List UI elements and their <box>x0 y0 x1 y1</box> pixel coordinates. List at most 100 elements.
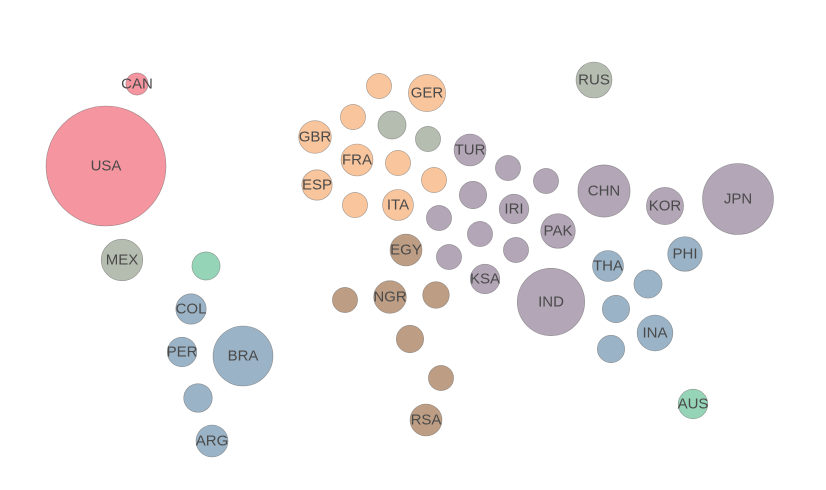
bubble-unlabeled-13 <box>415 126 441 152</box>
bubble-unlabeled-29 <box>495 155 521 181</box>
bubble-ger-label: GER <box>411 85 444 102</box>
bubble-ind: IND <box>516 267 585 336</box>
bubble-fra-label: FRA <box>342 152 372 169</box>
bubble-unlabeled-35-circle <box>436 244 462 270</box>
bubble-jpn-label: JPN <box>724 191 752 208</box>
bubble-ita-circle <box>382 189 414 221</box>
bubble-can-circle <box>125 72 149 96</box>
bubble-usa-circle <box>45 105 167 227</box>
bubble-unlabeled-16 <box>385 150 411 176</box>
bubble-rsa-label: RSA <box>411 412 442 429</box>
bubble-unlabeled-36 <box>503 237 529 263</box>
bubble-ksa-label: KSA <box>470 271 500 288</box>
bubble-chn-label: CHN <box>588 183 621 200</box>
bubble-col-label: COL <box>176 301 207 318</box>
bubble-aus-label: AUS <box>678 396 709 413</box>
bubble-ksa: KSA <box>469 263 501 295</box>
bubble-ngr-label: NGR <box>373 289 407 306</box>
bubble-unlabeled-19-circle <box>342 192 368 218</box>
bubble-unlabeled-13-circle <box>415 126 441 152</box>
bubble-unlabeled-9-circle <box>366 73 392 99</box>
bubble-ita: ITA <box>382 189 414 221</box>
bubble-ina-circle <box>636 314 674 352</box>
bubble-unlabeled-22 <box>332 287 358 313</box>
bubble-unlabeled-44-circle <box>633 269 663 299</box>
bubble-mex-label: MEX <box>106 252 139 269</box>
bubble-jpn-circle <box>702 163 774 235</box>
bubble-unlabeled-33-circle <box>426 205 452 231</box>
bubble-bra: BRA <box>212 325 274 387</box>
bubble-per-label: PER <box>167 344 198 361</box>
bubble-fra-circle <box>340 143 374 177</box>
bubble-unlabeled-26 <box>428 365 454 391</box>
bubble-gbr-label: GBR <box>299 129 332 146</box>
bubble-ind-circle <box>516 267 585 336</box>
bubble-unlabeled-46 <box>601 294 630 323</box>
bubble-chn-circle <box>577 164 631 218</box>
bubble-ger: GER <box>408 74 446 112</box>
bubble-unlabeled-34 <box>467 221 493 247</box>
bubble-unlabeled-29-circle <box>495 155 521 181</box>
bubble-mex-circle <box>100 238 144 282</box>
bubble-unlabeled-18 <box>421 167 447 193</box>
bubble-unlabeled-46-circle <box>601 294 630 323</box>
bubble-unlabeled-3-circle <box>191 251 221 281</box>
bubble-unlabeled-25-circle <box>395 324 424 353</box>
bubble-can-label: CAN <box>121 76 153 93</box>
bubble-usa-label: USA <box>91 158 122 175</box>
bubble-aus-circle <box>677 388 709 420</box>
bubble-ngr: NGR <box>373 280 407 314</box>
bubble-chn: CHN <box>577 164 631 218</box>
bubble-tha-label: THA <box>593 258 623 275</box>
bubble-bra-label: BRA <box>228 348 259 365</box>
bubble-unlabeled-48-circle <box>596 334 625 363</box>
bubble-unlabeled-11-circle <box>340 104 366 130</box>
bubble-unlabeled-19 <box>342 192 368 218</box>
bubble-unlabeled-25 <box>395 324 424 353</box>
bubble-can: CAN <box>121 72 153 96</box>
bubble-ina-label: INA <box>642 325 667 342</box>
bubble-rus: RUS <box>575 61 613 99</box>
bubble-unlabeled-24 <box>422 281 450 309</box>
bubble-ksa-circle <box>469 263 501 295</box>
bubble-unlabeled-7 <box>183 383 213 413</box>
bubble-aus: AUS <box>677 388 709 420</box>
bubble-arg: ARG <box>195 424 229 458</box>
bubble-tur-circle <box>453 133 487 167</box>
bubble-col-circle <box>175 293 207 325</box>
bubble-col: COL <box>175 293 207 325</box>
bubble-fra: FRA <box>340 143 374 177</box>
bubble-unlabeled-30 <box>533 168 559 194</box>
bubble-unlabeled-12 <box>377 110 407 140</box>
bubble-unlabeled-22-circle <box>332 287 358 313</box>
bubble-gbr-circle <box>298 120 332 154</box>
bubble-arg-label: ARG <box>196 433 229 450</box>
bubble-tha: THA <box>592 250 624 282</box>
bubble-iri-label: IRI <box>504 201 523 218</box>
bubble-unlabeled-3 <box>191 251 221 281</box>
bubble-arg-circle <box>195 424 229 458</box>
bubble-unlabeled-7-circle <box>183 383 213 413</box>
bubble-unlabeled-34-circle <box>467 221 493 247</box>
bubble-pak: PAK <box>540 213 576 249</box>
bubble-jpn: JPN <box>702 163 774 235</box>
bubble-unlabeled-9 <box>366 73 392 99</box>
bubble-unlabeled-11 <box>340 104 366 130</box>
bubble-ita-label: ITA <box>387 197 409 214</box>
bubble-rus-label: RUS <box>578 72 610 89</box>
bubble-esp: ESP <box>301 169 333 201</box>
bubble-unlabeled-24-circle <box>422 281 450 309</box>
bubble-kor-label: KOR <box>649 198 682 215</box>
bubble-rus-circle <box>575 61 613 99</box>
bubble-unlabeled-26-circle <box>428 365 454 391</box>
bubble-esp-circle <box>301 169 333 201</box>
bubble-unlabeled-44 <box>633 269 663 299</box>
bubble-ina: INA <box>636 314 674 352</box>
bubble-unlabeled-16-circle <box>385 150 411 176</box>
bubble-per: PER <box>167 336 198 368</box>
bubble-rsa: RSA <box>409 403 443 437</box>
bubble-ngr-circle <box>373 280 407 314</box>
bubble-iri: IRI <box>498 193 530 225</box>
